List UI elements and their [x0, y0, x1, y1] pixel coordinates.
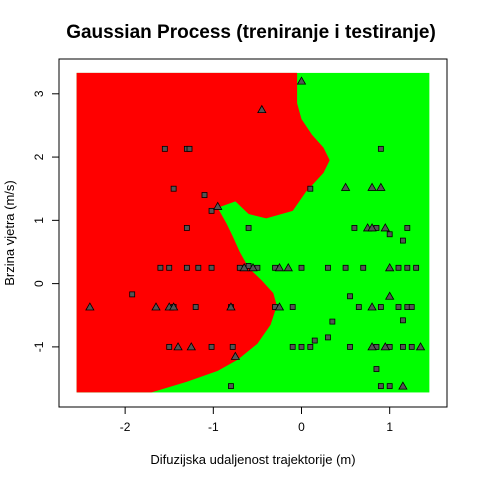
x-axis-label: Difuzijska udaljenost trajektorije (m): [150, 452, 355, 467]
data-point-triangle: [85, 302, 95, 311]
data-point-triangle: [384, 262, 395, 272]
x-tick-label: -1: [208, 420, 219, 434]
y-tick-label: 1: [32, 217, 46, 224]
data-point-square: [408, 343, 415, 350]
data-point-square: [170, 185, 177, 192]
data-point-square: [208, 264, 215, 271]
data-point-square: [289, 343, 296, 350]
x-tick-label: -2: [120, 420, 131, 434]
data-point-square: [183, 225, 190, 231]
x-tick-label: 1: [386, 420, 393, 434]
data-point-square: [329, 318, 336, 325]
data-point-square: [404, 225, 411, 231]
data-point-square: [408, 304, 415, 310]
data-point-square: [183, 264, 190, 271]
data-point-square: [307, 185, 314, 192]
data-point-square: [395, 264, 402, 271]
data-point-square: [347, 293, 353, 300]
data-point-square: [298, 264, 305, 271]
data-points: [85, 76, 426, 390]
data-point-square: [245, 225, 252, 231]
data-point-triangle: [367, 342, 377, 351]
data-point-triangle: [367, 223, 377, 232]
data-point-triangle: [376, 182, 386, 191]
data-point-square: [245, 263, 252, 269]
data-point-triangle: [168, 302, 179, 311]
data-point-triangle: [151, 302, 161, 311]
data-point-triangle: [248, 262, 258, 272]
data-point-triangle: [173, 342, 183, 351]
data-point-square: [192, 304, 199, 310]
data-point-square: [386, 231, 393, 238]
y-tick-label: -1: [32, 341, 46, 352]
data-point-square: [166, 343, 173, 350]
data-point-square: [400, 343, 406, 350]
data-point-triangle: [296, 76, 307, 85]
data-point-square: [307, 343, 314, 350]
data-point-triangle: [384, 291, 395, 300]
chart-title: Gaussian Process (treniranje i testiranj…: [66, 22, 436, 43]
data-point-square: [413, 264, 420, 271]
data-point-square: [208, 343, 215, 350]
data-point-square: [373, 366, 380, 372]
x-tick-label: 0: [298, 420, 305, 434]
data-point-square: [186, 145, 193, 152]
data-point-square: [351, 225, 358, 231]
data-point-square: [161, 145, 168, 152]
data-point-square: [325, 334, 331, 341]
data-point-triangle: [213, 201, 223, 210]
data-point-square: [386, 383, 393, 390]
data-point-triangle: [239, 262, 249, 272]
data-point-triangle: [367, 182, 377, 191]
data-point-square: [201, 192, 208, 198]
data-point-triangle: [367, 302, 377, 311]
data-point-square: [355, 304, 362, 310]
y-tick-label: 0: [32, 280, 46, 287]
data-point-square: [404, 264, 411, 271]
data-point-square: [289, 304, 296, 310]
data-point-square: [208, 207, 215, 214]
data-point-square: [377, 304, 384, 310]
data-point-triangle: [380, 342, 390, 351]
data-point-square: [377, 383, 384, 390]
data-point-square: [298, 343, 305, 350]
data-point-triangle: [283, 262, 293, 272]
data-point-square: [360, 264, 367, 271]
data-point-triangle: [398, 381, 408, 390]
y-axis: -1 0 1 2 3: [32, 90, 60, 352]
data-point-square: [229, 343, 236, 350]
data-point-triangle: [274, 302, 285, 311]
data-point-square: [325, 264, 331, 271]
data-point-square: [228, 383, 234, 390]
data-point-square: [129, 291, 136, 298]
data-point-square: [157, 264, 164, 271]
data-point-triangle: [415, 342, 426, 351]
data-point-square: [377, 145, 384, 152]
data-point-square: [311, 337, 318, 344]
data-point-triangle: [380, 223, 390, 232]
region-class-1: [76, 72, 330, 393]
decision-regions: [76, 72, 430, 393]
data-point-triangle: [186, 342, 196, 351]
data-point-square: [166, 264, 173, 271]
data-point-square: [195, 264, 202, 271]
data-point-triangle: [226, 302, 236, 311]
y-tick-label: 2: [32, 153, 46, 160]
data-point-square: [400, 237, 406, 244]
x-axis: -2 -1 0 1: [120, 406, 393, 434]
data-point-square: [395, 304, 402, 310]
data-point-square: [347, 343, 353, 350]
y-axis-label: Brzina vjetra (m/s): [2, 180, 17, 285]
data-point-square: [400, 317, 406, 324]
data-point-triangle: [340, 182, 351, 191]
y-tick-label: 3: [32, 90, 46, 97]
data-point-square: [342, 264, 349, 271]
data-point-triangle: [230, 351, 241, 360]
data-point-triangle: [257, 104, 267, 114]
data-point-triangle: [274, 262, 285, 272]
